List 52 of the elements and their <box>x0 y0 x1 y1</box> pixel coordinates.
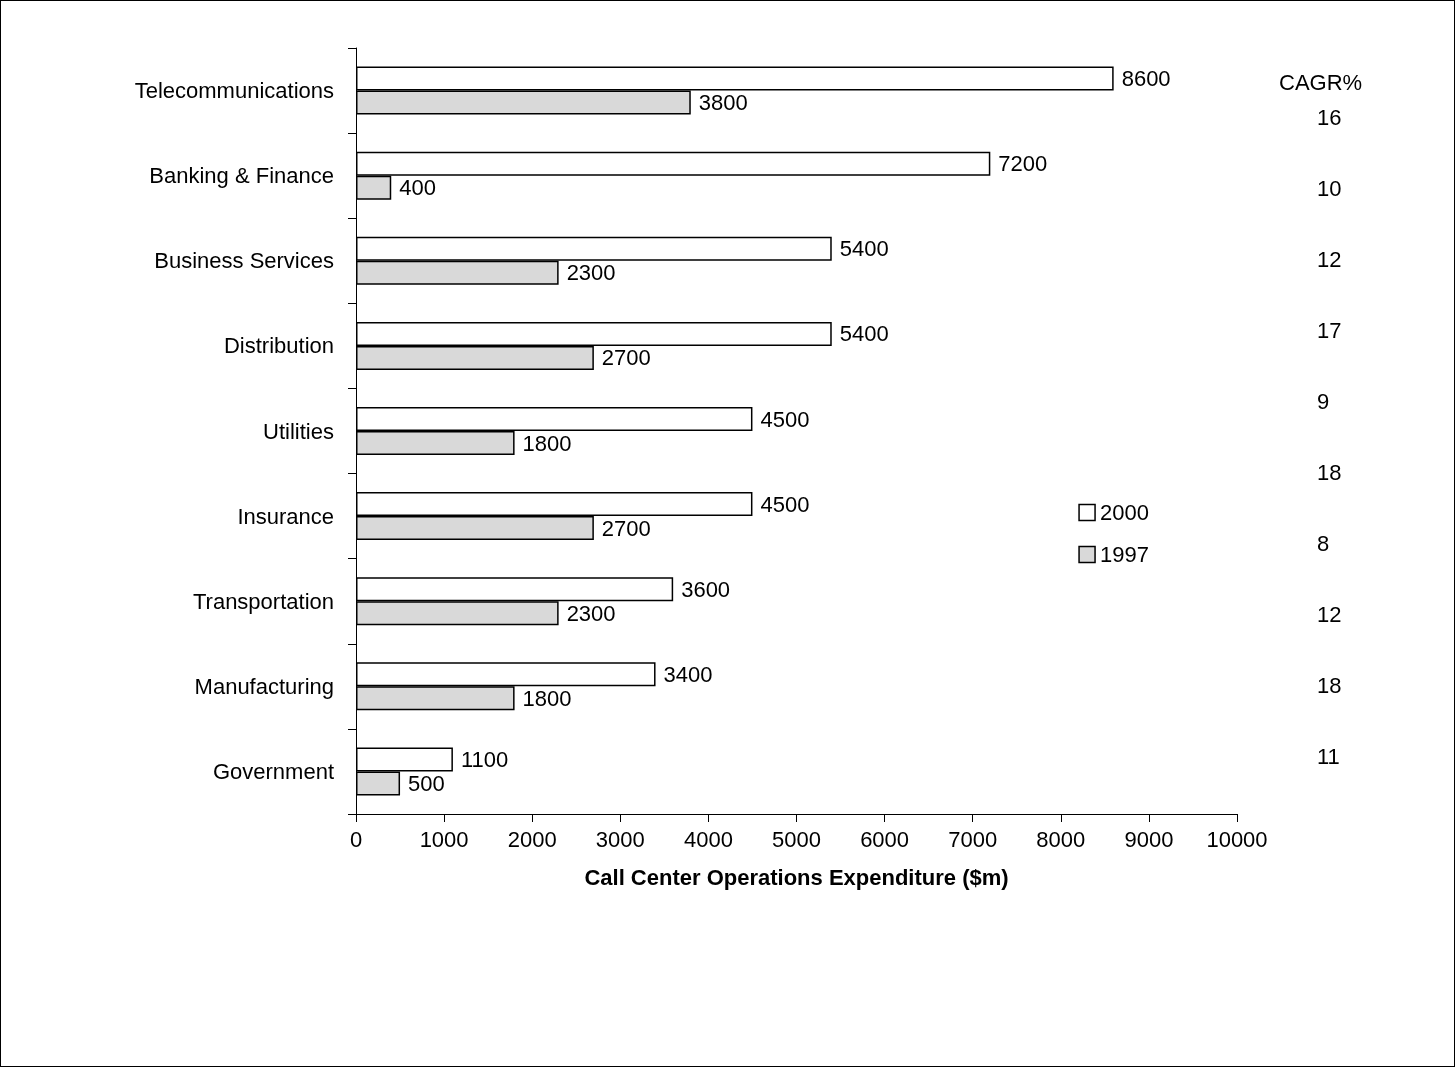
data-label: 7200 <box>998 151 1048 177</box>
data-label: 2300 <box>566 600 616 626</box>
data-label: 1100 <box>460 746 509 772</box>
text: 17 <box>1317 317 1342 343</box>
data-label: 4500 <box>760 406 810 432</box>
y-tick-label: Government <box>212 758 334 784</box>
x-tick-label: 7000 <box>948 826 998 852</box>
x-axis-title: Call Center Operations Expenditure ($m) <box>584 864 1009 890</box>
x-tick-label: 4000 <box>683 826 733 852</box>
y-tick-label: Business Services <box>154 248 334 274</box>
x-tick-label: 6000 <box>860 826 910 852</box>
data-label: 1800 <box>522 685 572 711</box>
data-label: 3400 <box>663 661 713 687</box>
x-tick-label: 1000 <box>419 826 469 852</box>
x-tick-label: 0 <box>349 826 363 852</box>
x-tick-label: 2000 <box>507 826 557 852</box>
data-label: 1800 <box>522 430 572 456</box>
text: 12 <box>1317 601 1342 627</box>
legend-label: 2000 <box>1100 500 1150 525</box>
data-label: 500 <box>408 770 445 796</box>
y-tick-label: Telecommunications <box>134 78 334 104</box>
text: CAGR% <box>1279 69 1363 95</box>
text: 11 <box>1317 743 1340 769</box>
text: 18 <box>1317 459 1342 485</box>
data-label: 8600 <box>1121 66 1171 92</box>
y-tick-label: Banking & Finance <box>149 163 334 189</box>
x-tick-label: 8000 <box>1036 826 1086 852</box>
text: 8 <box>1317 530 1330 556</box>
data-label: 2700 <box>601 345 651 371</box>
text: 16 <box>1317 104 1342 130</box>
text: 10 <box>1317 175 1342 201</box>
data-label: 400 <box>399 175 436 201</box>
data-label: 5400 <box>839 236 889 262</box>
y-tick-label: Manufacturing <box>194 673 334 699</box>
data-label: 5400 <box>839 321 889 347</box>
x-tick-label: 5000 <box>772 826 821 852</box>
x-tick-label: 9000 <box>1124 826 1174 852</box>
y-tick-label: Distribution <box>223 333 334 359</box>
y-tick-label: Transportation <box>192 588 334 614</box>
data-label: 3600 <box>681 576 731 602</box>
text: 18 <box>1317 672 1342 698</box>
data-label: 3800 <box>698 90 748 116</box>
y-tick-label: Insurance <box>237 503 334 529</box>
y-tick-label: Utilities <box>263 418 334 444</box>
text: 12 <box>1317 246 1342 272</box>
data-label: 2700 <box>601 515 651 541</box>
text: 9 <box>1317 388 1330 414</box>
x-tick-label: 3000 <box>595 826 645 852</box>
data-label: 2300 <box>566 260 616 286</box>
x-tick-label: 10000 <box>1206 826 1268 852</box>
legend-label: 1997 <box>1100 542 1150 567</box>
data-label: 4500 <box>760 491 810 517</box>
